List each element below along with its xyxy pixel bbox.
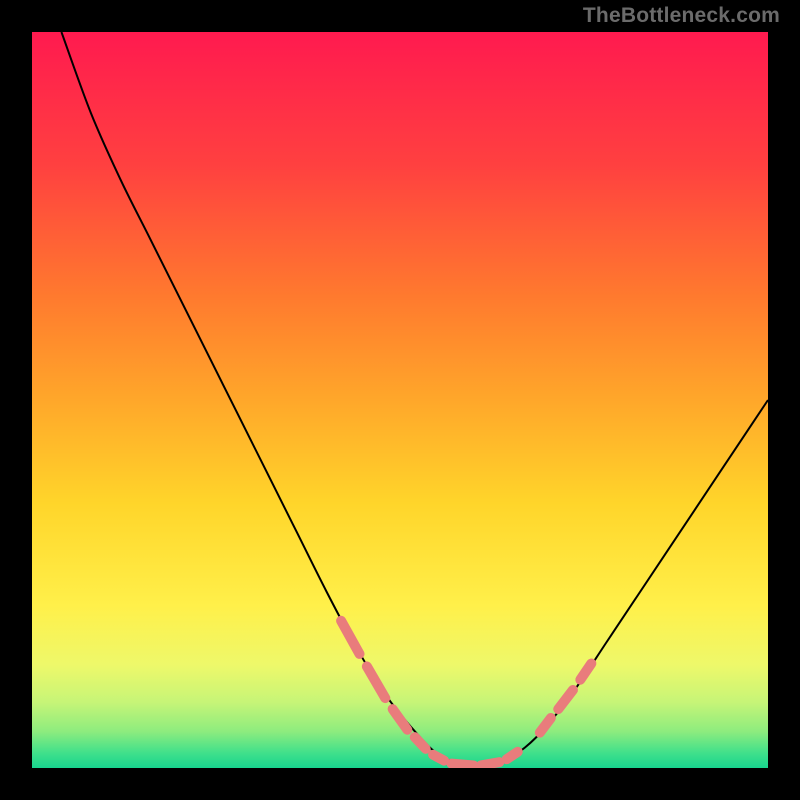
marker-dash bbox=[452, 764, 474, 766]
plot-area bbox=[32, 32, 768, 768]
marker-dash bbox=[433, 755, 444, 761]
chart-frame: TheBottleneck.com bbox=[0, 0, 800, 800]
bottleneck-chart bbox=[32, 32, 768, 768]
watermark-text: TheBottleneck.com bbox=[583, 4, 780, 28]
marker-dash bbox=[507, 752, 518, 759]
marker-dash bbox=[481, 762, 499, 765]
gradient-background bbox=[32, 32, 768, 768]
